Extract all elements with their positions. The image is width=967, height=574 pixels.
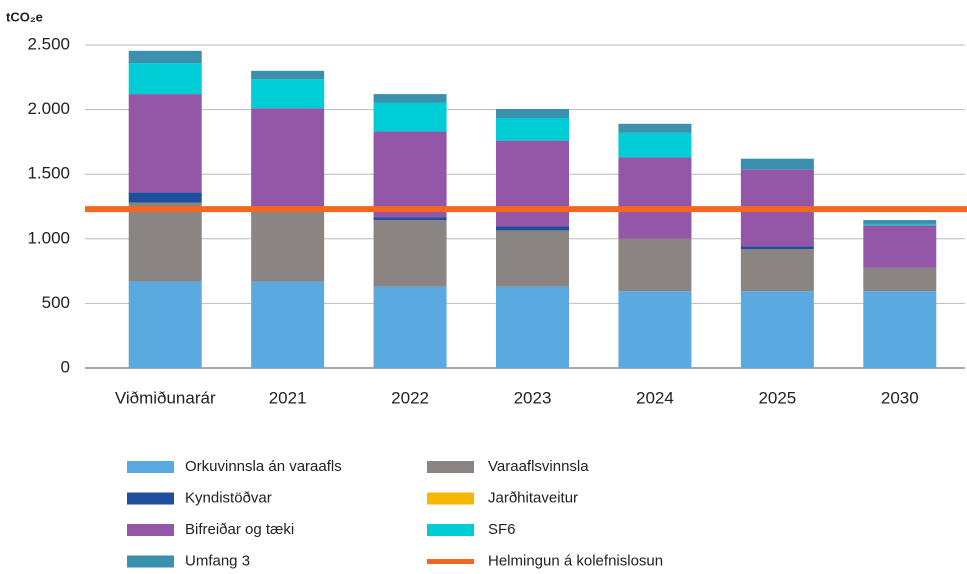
bar-segment: [128, 63, 202, 95]
y-tick-label: 2.500: [27, 34, 70, 53]
bar-segment: [128, 94, 202, 193]
bar-segment: [128, 202, 202, 282]
bar-segment: [496, 117, 569, 141]
bar-segment: [863, 267, 937, 292]
bar-segment: [496, 226, 569, 231]
legend-swatch: [427, 492, 474, 505]
bar-segment: [618, 157, 692, 239]
legend-swatch: [127, 555, 174, 568]
legend-label: Varaaflsvinnsla: [488, 458, 589, 475]
legend-label: SF6: [488, 521, 516, 538]
legend-label: Bifreiðar og tæki: [185, 521, 294, 538]
x-tick-label: Viðmiðunarár: [115, 388, 216, 407]
bar-segment: [373, 220, 447, 287]
bar-segment: [863, 225, 937, 268]
y-tick-label: 500: [42, 293, 70, 312]
legend-swatch: [127, 492, 174, 505]
bar-segment: [373, 94, 447, 103]
bar-segment: [373, 102, 447, 132]
y-tick-label: 1.500: [27, 164, 70, 183]
bar-segment: [128, 281, 202, 368]
bar-segment: [251, 281, 325, 368]
bar-segment: [618, 123, 692, 133]
bar-segment: [740, 158, 814, 170]
y-tick-label: 2.000: [27, 99, 70, 118]
legend-swatch: [427, 461, 474, 473]
bar-segment: [740, 246, 814, 250]
x-tick-label: 2022: [391, 388, 429, 407]
legend-label: Jarðhitaveitur: [488, 489, 578, 506]
bar-segment: [373, 217, 447, 221]
x-tick-label: 2030: [881, 388, 919, 407]
legend-swatch: [127, 524, 174, 536]
bar-segment: [496, 230, 569, 287]
y-tick-label: 1.000: [27, 228, 70, 247]
legend-label: Helmingun á kolefnislosun: [488, 552, 663, 569]
bar-segment: [740, 249, 814, 292]
bar-segment: [496, 286, 569, 368]
bar-segment: [251, 79, 325, 109]
x-tick-label: 2021: [269, 388, 307, 407]
bar-segment: [863, 220, 937, 224]
x-tick-label: 2025: [758, 388, 796, 407]
bar-segment: [128, 50, 202, 64]
bar-segment: [496, 108, 569, 118]
x-tick-label: 2024: [636, 388, 674, 407]
bar-segment: [373, 131, 447, 218]
bar-segment: [251, 108, 325, 210]
y-axis-label: tCO₂e: [6, 9, 43, 24]
legend-swatch: [427, 524, 474, 536]
bar-segment: [251, 209, 325, 282]
bar-segment: [373, 286, 447, 368]
x-tick-label: 2023: [514, 388, 552, 407]
legend-label: Kyndistöðvar: [185, 489, 272, 506]
bar-segment: [618, 291, 692, 368]
y-tick-label: 0: [61, 357, 70, 376]
bar-segment: [496, 140, 569, 227]
legend-swatch: [127, 461, 174, 473]
bar-segment: [128, 192, 202, 203]
bar-segment: [740, 291, 814, 368]
bar-segment: [863, 291, 937, 368]
legend-label: Umfang 3: [185, 552, 250, 569]
bar-segment: [618, 132, 692, 158]
bar-segment: [618, 238, 692, 292]
legend-label: Orkuvinnsla án varaafls: [185, 458, 342, 475]
bar-segment: [251, 70, 325, 80]
bar-segment: [863, 223, 937, 226]
